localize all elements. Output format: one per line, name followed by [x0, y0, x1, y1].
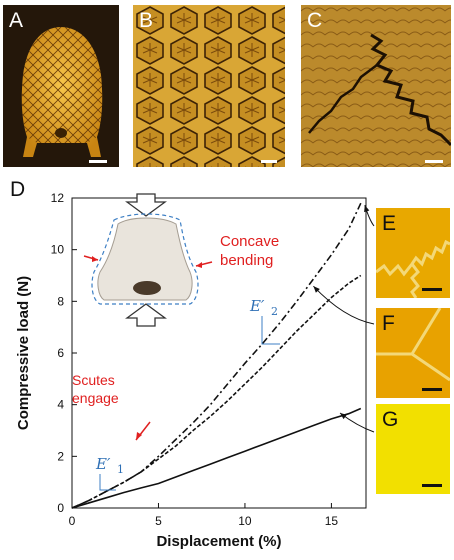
y-tick-label: 8 [57, 294, 64, 308]
x-axis-label: Displacement (%) [156, 533, 281, 550]
panel-label-e: E [382, 212, 397, 235]
suture-e-image [376, 239, 450, 298]
curve-leaders [313, 205, 375, 433]
e1-label: E′ [95, 455, 111, 473]
x-tick-label: 0 [69, 514, 76, 528]
e2-label: E′ [249, 297, 265, 315]
inset-diagram [83, 193, 213, 327]
concave-label-line2: bending [220, 252, 273, 269]
scale-bar-c [425, 160, 443, 163]
scale-bar-a [89, 160, 107, 163]
y-tick-label: 12 [51, 191, 65, 205]
e1-subscript: 1 [117, 463, 124, 476]
scale-bar-b [261, 160, 277, 163]
x-tick-label: 5 [155, 514, 162, 528]
panel-label-b: B [139, 9, 154, 32]
panel-c: C [301, 5, 451, 167]
scutes-label-line2: engage [72, 390, 119, 406]
concave-arrowhead-right [196, 262, 202, 268]
panel-label-a: A [9, 9, 24, 32]
panel-label-c: C [307, 9, 323, 32]
scale-bar-g [422, 484, 442, 487]
leader-line [313, 285, 375, 325]
concave-arrowhead-left [92, 256, 98, 262]
panel-f: F [376, 308, 450, 398]
specimen-a-image [21, 27, 103, 157]
outline-dashed [91, 213, 199, 305]
concave-label-line1: Concave [220, 233, 279, 250]
e2-subscript: 2 [271, 305, 278, 318]
y-tick-label: 4 [57, 398, 64, 412]
y-tick-label: 6 [57, 346, 64, 360]
panel-label-d: D [10, 178, 25, 201]
suture-f-image [376, 308, 450, 382]
leader-arrowhead [364, 205, 370, 213]
panel-a: A [3, 5, 119, 167]
panel-label-g: G [382, 408, 399, 431]
y-tick-label: 10 [51, 243, 65, 257]
y-tick-label: 0 [57, 501, 64, 515]
panel-g: G [376, 404, 450, 494]
chart-series [71, 202, 362, 509]
x-tick-label: 15 [325, 514, 339, 528]
y-tick-label: 2 [57, 449, 64, 463]
panel-b: B [133, 5, 285, 167]
panel-label-f: F [382, 312, 395, 335]
scutes-arrowhead [136, 432, 142, 440]
scale-bar-e [422, 288, 442, 291]
x-tick-label: 10 [238, 514, 252, 528]
bottom-arrow [125, 303, 167, 327]
series-line-g [71, 407, 362, 509]
specimen-cross-section [97, 217, 193, 301]
y-axis-label: Compressive load (N) [15, 276, 32, 430]
e1-slope-marker [99, 474, 116, 491]
suture-interface-image [301, 5, 451, 167]
panel-e: E [376, 208, 450, 298]
specimen-hole [133, 281, 161, 295]
scute-pattern-image [133, 5, 285, 167]
scale-bar-f [422, 388, 442, 391]
scutes-label-line1: Scutes [72, 372, 115, 388]
series-line-f [71, 274, 362, 509]
leader-arrowhead [313, 286, 320, 293]
e2-slope-marker [261, 316, 280, 345]
top-arrow [125, 193, 167, 217]
leader-arrowhead [340, 413, 347, 420]
